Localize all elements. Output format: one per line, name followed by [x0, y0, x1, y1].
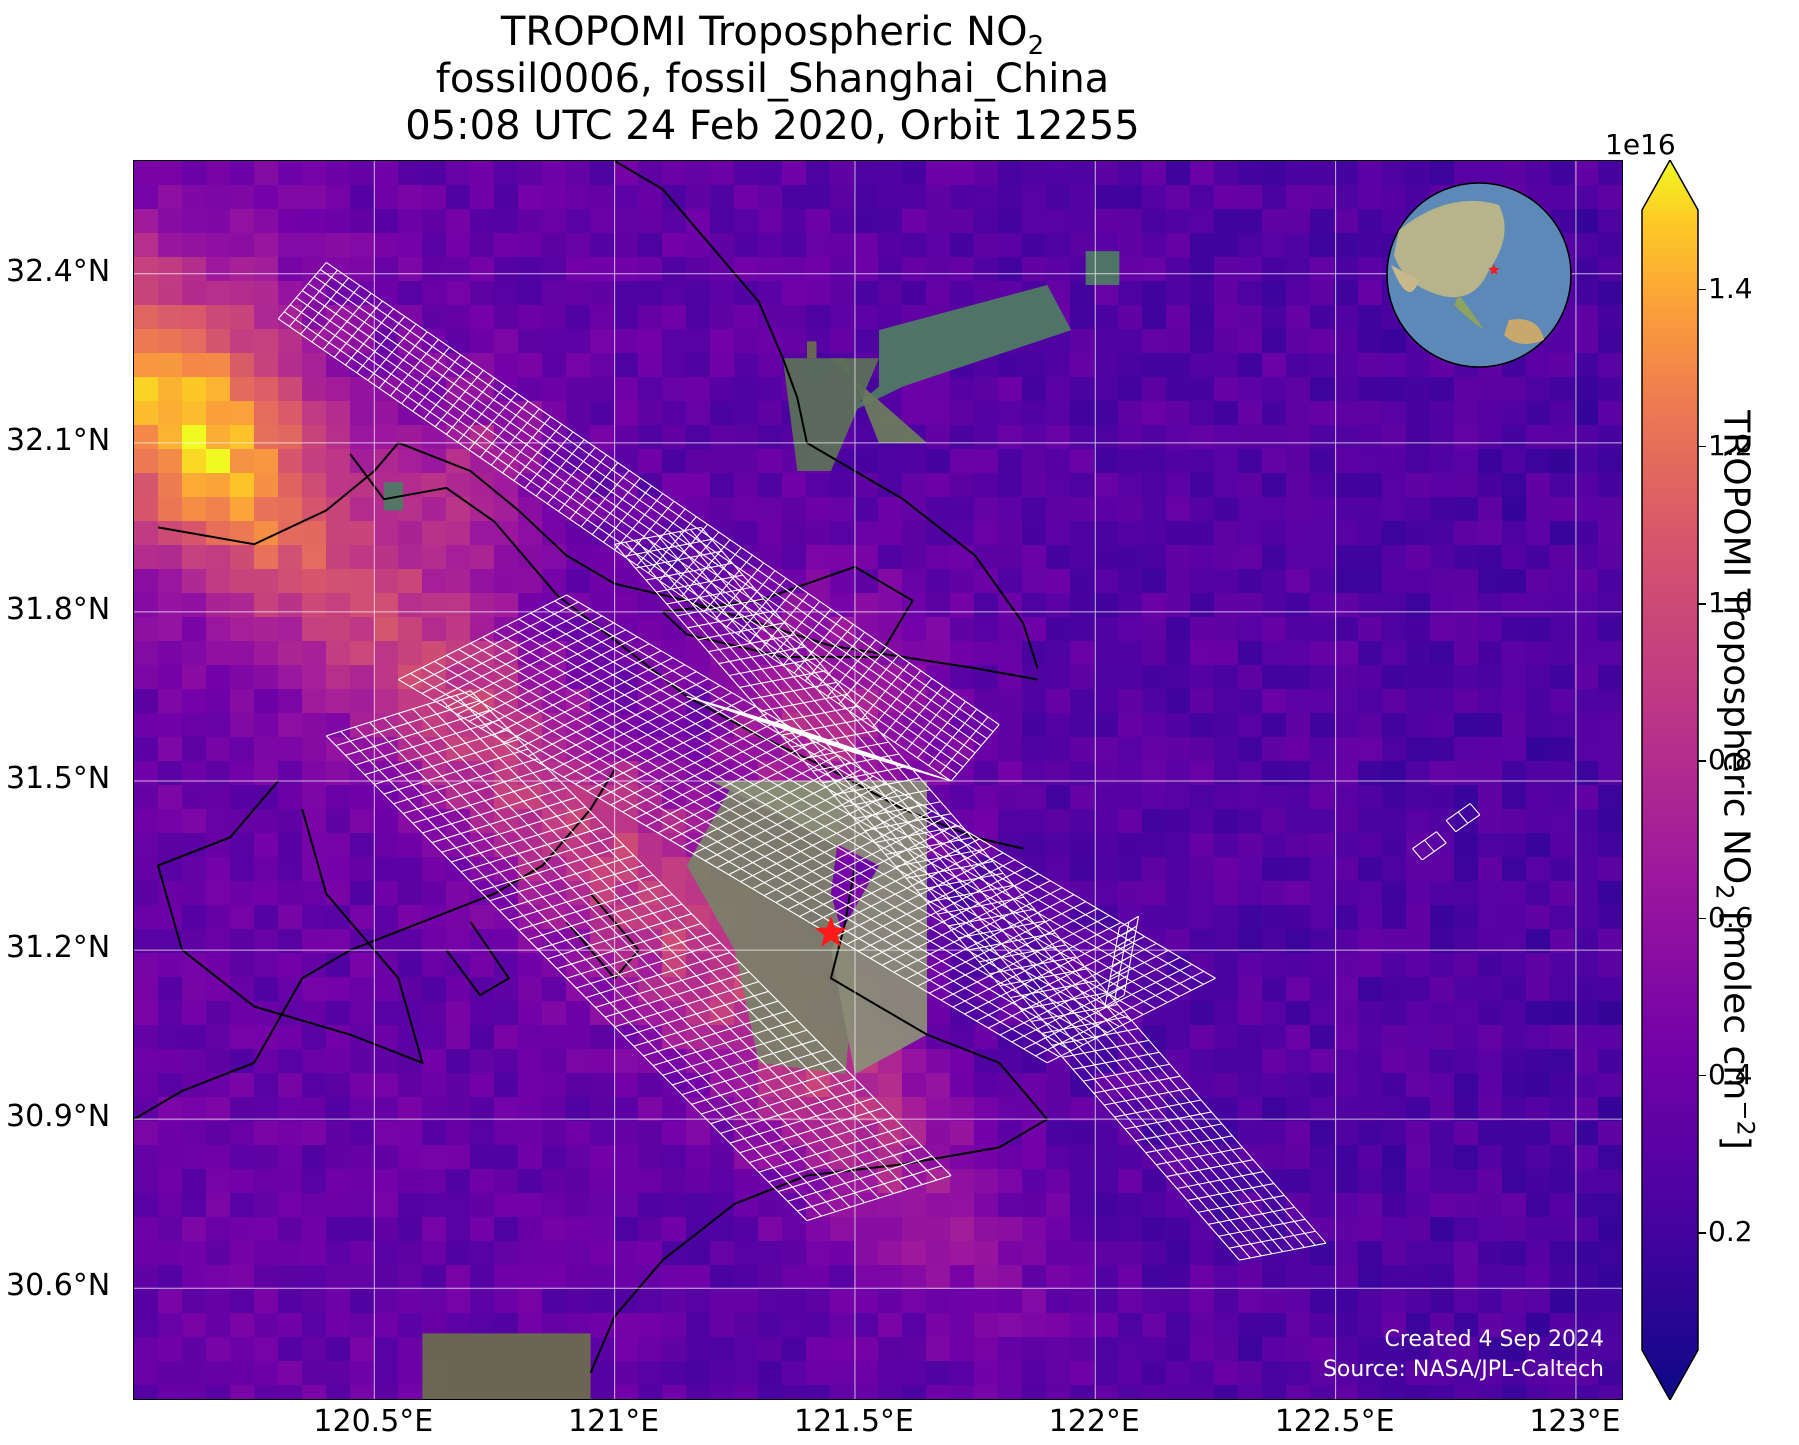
- colorbar-tick-mark: [1698, 760, 1706, 762]
- colorbar-tick-label: 0.8: [1708, 743, 1753, 777]
- colorbar-tick-label: 1.0: [1708, 586, 1753, 620]
- colorbar-tick-mark: [1698, 288, 1706, 291]
- colorbar-tick-label: 1.4: [1708, 271, 1753, 305]
- lat-tick-label: 32.1°N: [6, 422, 111, 458]
- colorbar-tick-label: 0.2: [1708, 1215, 1753, 1249]
- lon-tick-label: 122.5°E: [1274, 1404, 1395, 1439]
- lon-tick-label: 121°E: [568, 1404, 660, 1439]
- title-line-2: fossil0006, fossil_Shanghai_China: [435, 56, 1110, 102]
- graticule: [134, 161, 1622, 1399]
- colorbar: [1641, 160, 1699, 1400]
- map-panel[interactable]: Created 4 Sep 2024 Source: NASA/JPL-Calt…: [133, 160, 1623, 1400]
- lon-tick-label: 122°E: [1048, 1404, 1140, 1439]
- lon-tick-label: 120.5°E: [313, 1404, 434, 1439]
- title-line-3: 05:08 UTC 24 Feb 2020, Orbit 12255: [405, 103, 1140, 149]
- title-line-1: TROPOMI Tropospheric NO2: [500, 9, 1045, 61]
- lat-tick-label: 31.5°N: [6, 761, 111, 796]
- lon-tick-label: 123°E: [1529, 1404, 1621, 1439]
- credits: Created 4 Sep 2024 Source: NASA/JPL-Calt…: [1322, 1327, 1604, 1382]
- colorbar-exponent: 1e16: [1605, 128, 1676, 161]
- lat-tick-label: 31.8°N: [6, 591, 111, 627]
- locator-globe: [1386, 182, 1572, 368]
- lat-tick-label: 30.6°N: [6, 1268, 111, 1304]
- lon-tick-label: 121.5°E: [794, 1404, 914, 1439]
- target-star-marker: [814, 916, 848, 947]
- colorbar-title: TROPOMI Tropospheric NO2 [molec cm−2]: [1710, 410, 1760, 1150]
- colorbar-tick-mark: [1698, 1074, 1706, 1077]
- colorbar-tick-mark: [1698, 603, 1706, 605]
- lat-tick-label: 30.9°N: [6, 1099, 111, 1135]
- colorbar-tick-mark: [1698, 445, 1706, 448]
- no2-pixel-grid: [134, 161, 1622, 1399]
- colorbar-tick-mark: [1698, 917, 1706, 920]
- colorbar-tick-label: 0.6: [1708, 900, 1753, 934]
- satellite-imagery-patches: [383, 251, 1120, 1399]
- colorbar-tick-label: 0.4: [1708, 1057, 1753, 1091]
- lat-tick-label: 32.4°N: [6, 253, 111, 289]
- lat-tick-label: 31.2°N: [6, 930, 111, 966]
- colorbar-tick-mark: [1698, 1232, 1706, 1234]
- colorbar-tick-label: 1.2: [1708, 428, 1753, 462]
